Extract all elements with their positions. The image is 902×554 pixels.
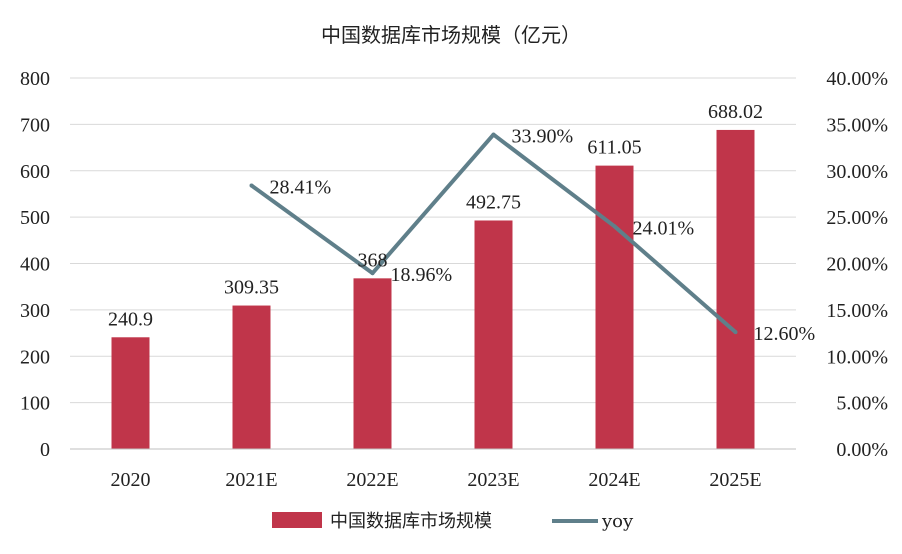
x-tick-label: 2024E	[588, 469, 640, 491]
left-tick-label: 0	[40, 439, 50, 461]
left-tick-label: 100	[20, 393, 50, 415]
bar	[595, 165, 634, 450]
right-tick-label: 10.00%	[826, 346, 888, 368]
right-tick-label: 5.00%	[836, 393, 888, 415]
left-y-axis: 0 100 200 300 400 500 600 700 800	[20, 68, 50, 461]
x-tick-label: 2022E	[346, 469, 398, 491]
right-tick-label: 30.00%	[826, 161, 888, 183]
left-tick-label: 500	[20, 207, 50, 229]
bar	[353, 278, 392, 449]
x-tick-label: 2023E	[467, 469, 519, 491]
left-tick-label: 400	[20, 254, 50, 276]
yoy-value-label: 28.41%	[270, 176, 332, 198]
bar-value-label: 309.35	[224, 277, 279, 299]
legend-bar-label: 中国数据库市场规模	[330, 511, 492, 532]
right-tick-label: 15.00%	[826, 300, 888, 322]
bar	[474, 220, 513, 449]
bar	[232, 305, 271, 449]
yoy-point	[612, 224, 617, 229]
bar	[111, 337, 150, 449]
bar-series	[111, 129, 755, 450]
bar	[716, 129, 755, 449]
bar-value-label: 688.02	[708, 101, 763, 123]
legend: 中国数据库市场规模 yoy	[272, 511, 634, 532]
chart-title: 中国数据库市场规模（亿元）	[321, 23, 581, 47]
x-tick-label: 2025E	[709, 469, 761, 491]
right-tick-label: 40.00%	[826, 68, 888, 90]
yoy-value-label: 33.90%	[512, 126, 574, 148]
x-axis: 2020 2021E 2022E 2023E 2024E 2025E	[70, 448, 796, 491]
left-tick-label: 200	[20, 346, 50, 368]
left-tick-label: 700	[20, 114, 50, 136]
x-tick-label: 2021E	[225, 469, 277, 491]
left-tick-label: 300	[20, 300, 50, 322]
right-tick-label: 0.00%	[836, 439, 888, 461]
bar-value-label: 611.05	[587, 137, 641, 159]
left-tick-label: 600	[20, 161, 50, 183]
legend-line-label: yoy	[601, 511, 634, 532]
yoy-point	[733, 330, 738, 335]
legend-bar-swatch	[272, 512, 322, 528]
left-tick-label: 800	[20, 68, 50, 90]
right-tick-label: 35.00%	[826, 114, 888, 136]
yoy-point	[249, 183, 254, 188]
right-y-axis: 0.00% 5.00% 10.00% 15.00% 20.00% 25.00% 30.00%…	[826, 68, 888, 461]
yoy-value-label: 18.96%	[391, 264, 453, 286]
right-tick-label: 20.00%	[826, 254, 888, 276]
yoy-value-label: 12.60%	[754, 323, 816, 345]
right-tick-label: 25.00%	[826, 207, 888, 229]
bar-data-labels: 240.9 309.35 368 492.75 611.05 688.02	[108, 101, 763, 330]
yoy-point	[491, 132, 496, 137]
yoy-line-series	[249, 132, 738, 335]
bar-value-label: 240.9	[108, 308, 153, 330]
x-tick-label: 2020	[111, 469, 151, 491]
yoy-value-label: 24.01%	[633, 217, 695, 239]
yoy-data-labels: 28.41% 18.96% 33.90% 24.01% 12.60%	[270, 126, 816, 346]
bar-value-label: 492.75	[466, 191, 521, 213]
bar-value-label: 368	[358, 249, 388, 271]
yoy-point	[370, 271, 375, 276]
gridlines	[70, 77, 796, 404]
